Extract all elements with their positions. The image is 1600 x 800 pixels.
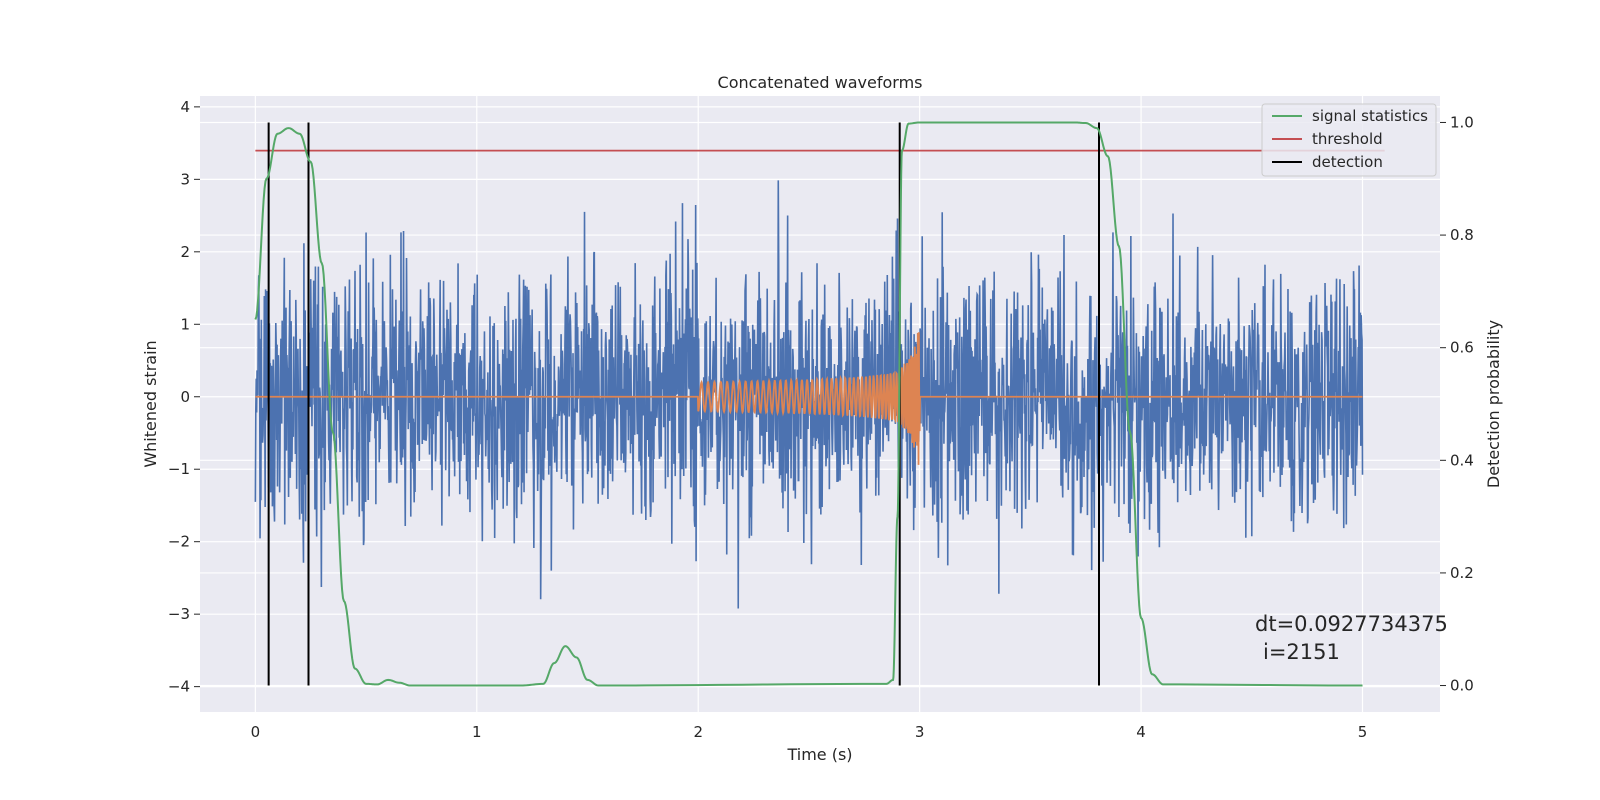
y-right-tick-label: 1.0 xyxy=(1450,113,1474,131)
y-axis-right-ticks: 1.0 0.8 0.6 0.4 0.2 0.0 xyxy=(1440,113,1474,695)
x-tick-label: 4 xyxy=(1136,723,1146,741)
x-tick-label: 2 xyxy=(693,723,703,741)
x-tick-label: 1 xyxy=(472,723,482,741)
annotation-dt: dt=0.0927734375 xyxy=(1255,612,1448,636)
y-tick-label: 1 xyxy=(180,315,190,333)
y-tick-label: 4 xyxy=(180,98,190,116)
y-tick-label: 3 xyxy=(180,170,190,188)
y-tick-label: −4 xyxy=(168,678,190,696)
y-right-tick-label: 0.0 xyxy=(1450,677,1474,695)
y-tick-label: −1 xyxy=(168,460,190,478)
injection-line xyxy=(255,332,1363,465)
legend: signal statistics threshold detection xyxy=(1261,103,1437,177)
series-injection xyxy=(255,332,1363,465)
legend-label-signal-statistics: signal statistics xyxy=(1312,107,1428,125)
x-tick-label: 0 xyxy=(251,723,261,741)
y-axis-label: Whitened strain xyxy=(141,340,160,467)
y-tick-label: 0 xyxy=(180,388,190,406)
signal-statistics-line xyxy=(254,121,1363,687)
x-axis-label: Time (s) xyxy=(786,745,852,764)
x-tick-label: 5 xyxy=(1358,723,1368,741)
legend-label-detection: detection xyxy=(1312,153,1383,171)
y-right-tick-label: 0.4 xyxy=(1450,451,1474,469)
legend-label-threshold: threshold xyxy=(1312,130,1383,148)
x-axis-ticks: 0 1 2 3 4 5 xyxy=(251,723,1368,741)
y-right-tick-label: 0.2 xyxy=(1450,564,1474,582)
y-tick-label: −3 xyxy=(168,605,190,623)
series-whitened-strain xyxy=(254,180,1364,609)
y-axis-left-ticks: 4 3 2 1 0 −1 −2 −3 −4 xyxy=(168,98,200,696)
y-tick-label: −2 xyxy=(168,533,190,551)
y-tick-label: 2 xyxy=(180,243,190,261)
y-right-tick-label: 0.8 xyxy=(1450,226,1474,244)
x-tick-label: 3 xyxy=(915,723,925,741)
series-signal-statistics xyxy=(254,121,1363,687)
annotation-index: i=2151 xyxy=(1263,640,1340,664)
y-axis-right-label: Detection probability xyxy=(1484,320,1503,488)
noise-line xyxy=(254,180,1364,609)
chart-title: Concatenated waveforms xyxy=(718,73,923,92)
y-right-tick-label: 0.6 xyxy=(1450,339,1474,357)
legend-box xyxy=(1261,103,1437,177)
